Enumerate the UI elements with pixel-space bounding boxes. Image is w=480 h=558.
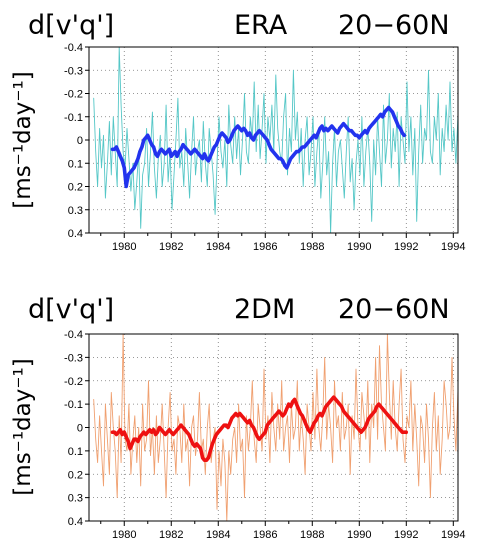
y-tick-label: 0.2 — [68, 182, 83, 194]
x-tick-label: 1992 — [394, 529, 418, 541]
y-tick-label: -0.2 — [64, 376, 83, 388]
x-tick-label: 1994 — [441, 241, 465, 253]
y-tick-label: -0.4 — [64, 42, 83, 54]
y-tick-label: 0.4 — [68, 228, 83, 240]
x-tick-label: 1986 — [253, 241, 277, 253]
series-line-smoothed — [110, 395, 409, 463]
x-tick-label: 1982 — [159, 529, 183, 541]
title-dataset: ERA — [234, 10, 288, 41]
y-tick-label: 0.1 — [68, 158, 83, 170]
y-tick-label: 0.1 — [68, 446, 83, 458]
x-tick-label: 1986 — [253, 529, 277, 541]
panel-2dm: d[v'q'] 2DM 20−60N [ms⁻¹day⁻¹] 1980 1982 1… — [10, 294, 466, 541]
y-tick-label: 0.3 — [68, 205, 83, 217]
series-group — [93, 334, 458, 521]
y-tick-label: 0 — [77, 423, 83, 435]
title-latitude: 20−60N — [338, 294, 450, 325]
panel-era: d[v'q'] ERA 20−60N [ms⁻¹day⁻¹] 1980 1982 1… — [10, 10, 466, 253]
plot-area: 1980 1982 1984 1986 1988 1990 1992 1994 -0.4 -0.3… — [64, 329, 466, 541]
x-tick-label: 1980 — [112, 241, 136, 253]
x-tick-label: 1994 — [441, 529, 465, 541]
y-axis-label: [ms⁻¹day⁻¹] — [10, 71, 36, 208]
x-tick-label: 1988 — [300, 529, 324, 541]
y-tick-label: -0.1 — [64, 399, 83, 411]
plot-area: 1980 1982 1984 1986 1988 1990 1992 1994 -0.4 -0.3… — [64, 42, 466, 253]
x-tick-label: 1990 — [347, 529, 371, 541]
title-latitude: 20−60N — [338, 10, 450, 41]
y-tick-label: 0.4 — [68, 516, 83, 528]
y-tick-label: -0.2 — [64, 89, 83, 101]
series-line-monthly — [93, 47, 458, 233]
x-tick-label: 1984 — [206, 529, 230, 541]
series-line-monthly — [93, 334, 458, 521]
y-tick-label: -0.3 — [64, 65, 83, 77]
x-tick-label: 1990 — [347, 241, 371, 253]
title-variable: d[v'q'] — [28, 294, 114, 325]
title-dataset: 2DM — [234, 294, 295, 325]
x-tick-label: 1984 — [206, 241, 230, 253]
y-tick-label: -0.1 — [64, 112, 83, 124]
x-tick-label: 1988 — [300, 241, 324, 253]
series-line-smoothed — [110, 105, 407, 189]
title-variable: d[v'q'] — [28, 10, 114, 41]
y-tick-label: 0.3 — [68, 493, 83, 505]
x-tick-label: 1992 — [394, 241, 418, 253]
y-tick-label: -0.4 — [64, 329, 83, 341]
x-tick-label: 1982 — [159, 241, 183, 253]
y-tick-label: -0.3 — [64, 352, 83, 364]
y-tick-label: 0.2 — [68, 469, 83, 481]
series-group — [93, 47, 458, 233]
y-axis-label: [ms⁻¹day⁻¹] — [10, 358, 36, 495]
y-tick-label: 0 — [77, 135, 83, 147]
x-tick-label: 1980 — [112, 529, 136, 541]
